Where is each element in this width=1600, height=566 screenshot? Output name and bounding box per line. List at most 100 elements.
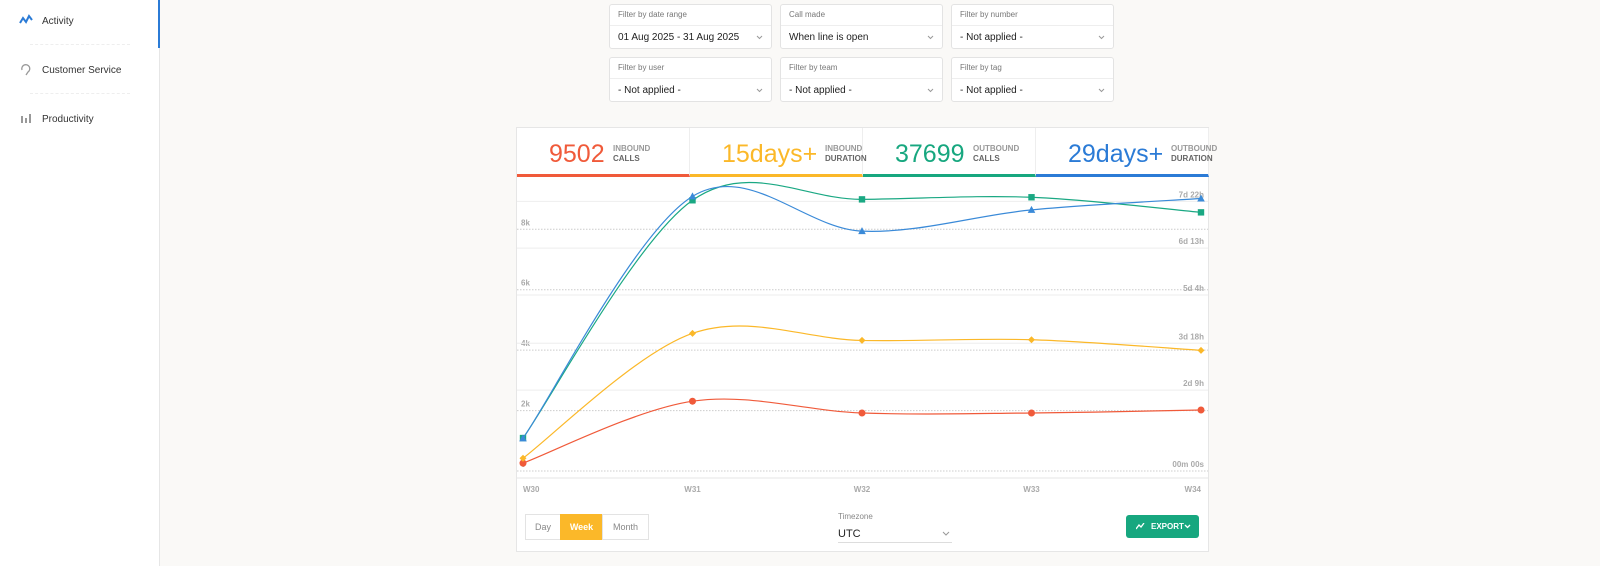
chevron <box>756 88 763 93</box>
filter-select[interactable]: Filter by user - Not applied - <box>609 57 772 102</box>
period-button[interactable]: Month <box>602 514 649 540</box>
stat-label-line: DURATION <box>825 154 867 163</box>
timezone-select[interactable]: UTC <box>838 528 952 543</box>
nav-label: Productivity <box>42 114 94 125</box>
filter-label: Filter by user <box>618 63 665 72</box>
marker <box>689 397 696 405</box>
y2-tick-label: 7d 22h <box>1179 190 1204 199</box>
stat-label-line: INBOUND <box>825 144 863 153</box>
filter-select[interactable]: Filter by team - Not applied - <box>780 57 943 102</box>
divider <box>781 78 942 79</box>
marker <box>1197 406 1205 414</box>
marker <box>1028 194 1035 201</box>
stat-value: 29days+ <box>1068 140 1164 168</box>
filter-select[interactable]: Filter by date range 01 Aug 2025 - 31 Aug… <box>609 4 772 49</box>
stat-label-line: OUTBOUND <box>1171 144 1218 153</box>
period-button[interactable]: Week <box>560 514 603 540</box>
stat: 37699 OUTBOUND CALLS <box>863 128 1036 177</box>
timezone-label: Timezone <box>838 512 873 521</box>
separator <box>30 93 130 94</box>
marker <box>519 434 527 442</box>
filter-value: - Not applied - <box>789 85 852 96</box>
marker <box>1028 336 1035 344</box>
marker <box>858 196 866 203</box>
chevron <box>927 35 934 40</box>
nav-productivity[interactable]: Productivity <box>0 98 159 146</box>
stat: 15days+ INBOUND DURATION <box>690 128 867 177</box>
filter-label: Filter by team <box>789 63 838 72</box>
marker <box>858 227 866 235</box>
separator <box>30 44 130 45</box>
stat-label-line: CALLS <box>973 154 1000 163</box>
y-tick-label: 6k <box>521 279 530 288</box>
timezone-value: UTC <box>838 528 861 540</box>
divider <box>952 78 1113 79</box>
marker <box>858 336 866 344</box>
divider <box>610 25 771 26</box>
stat-value: 37699 <box>895 140 965 168</box>
x-tick-label: W31 <box>684 485 701 494</box>
stat-label-line: CALLS <box>613 154 640 163</box>
marker <box>858 409 866 417</box>
stat: 9502 INBOUND CALLS <box>517 128 690 177</box>
chevron <box>942 531 950 536</box>
stat-value: 15days+ <box>722 140 818 168</box>
filter-select[interactable]: Call made When line is open <box>780 4 943 49</box>
marker <box>519 454 527 462</box>
divider <box>610 78 771 79</box>
chevron <box>1098 88 1105 93</box>
stat-label-line: INBOUND <box>613 144 651 153</box>
y-tick-label: 8k <box>521 218 530 227</box>
marker <box>519 459 527 467</box>
chevron <box>1098 35 1105 40</box>
icon <box>21 114 31 123</box>
nav-customer-service[interactable]: Customer Service <box>0 49 159 97</box>
filter-value: - Not applied - <box>960 85 1023 96</box>
x-tick-label: W30 <box>523 485 540 494</box>
x-tick-label: W33 <box>1023 485 1040 494</box>
nav-activity[interactable]: Activity <box>0 0 160 48</box>
y2-tick-label: 00m 00s <box>1172 460 1204 469</box>
chevron <box>927 88 934 93</box>
export-button[interactable]: EXPORT <box>1126 515 1199 538</box>
y2-tick-label: 3d 18h <box>1179 332 1204 341</box>
period-button[interactable]: Day <box>525 514 561 540</box>
nav-label: Activity <box>42 16 74 27</box>
stat-label-line: OUTBOUND <box>973 144 1020 153</box>
marker <box>1028 409 1035 417</box>
chart-card: 9502 INBOUND CALLS 15days+ INBOUND DURATION 37… <box>516 127 1217 552</box>
filter-label: Filter by number <box>960 10 1018 19</box>
series-line <box>522 185 1202 439</box>
marker <box>689 329 696 337</box>
filter-select[interactable]: Filter by tag - Not applied - <box>951 57 1114 102</box>
stat-label: INBOUND DURATION <box>825 144 867 164</box>
chevron <box>1184 524 1191 529</box>
filter-value: - Not applied - <box>618 85 681 96</box>
export-label: EXPORT <box>1151 522 1184 531</box>
series-line <box>522 181 1202 439</box>
filter-label: Call made <box>789 10 826 19</box>
stat: 29days+ OUTBOUND DURATION <box>1036 128 1217 177</box>
y2-tick-label: 6d 13h <box>1179 237 1204 246</box>
x-tick-label: W32 <box>854 485 871 494</box>
icon <box>21 64 31 76</box>
nav-label: Customer Service <box>42 65 122 76</box>
stat-value: 9502 <box>549 140 605 168</box>
icon <box>1136 523 1145 530</box>
filter-select[interactable]: Filter by number - Not applied - <box>951 4 1114 49</box>
marker <box>1197 194 1205 202</box>
marker <box>688 192 697 200</box>
marker <box>1027 205 1036 213</box>
icon <box>19 14 33 24</box>
marker <box>1197 346 1205 354</box>
y2-tick-label: 2d 9h <box>1183 379 1204 388</box>
y2-tick-label: 5d 4h <box>1183 284 1204 293</box>
filter-label: Filter by tag <box>960 63 1002 72</box>
y-tick-label: 2k <box>521 400 530 409</box>
stat-label: OUTBOUND CALLS <box>973 144 1019 164</box>
series-line <box>522 325 1202 459</box>
stat-label-line: DURATION <box>1171 154 1213 163</box>
marker <box>1197 209 1205 216</box>
filter-label: Filter by date range <box>618 10 687 19</box>
